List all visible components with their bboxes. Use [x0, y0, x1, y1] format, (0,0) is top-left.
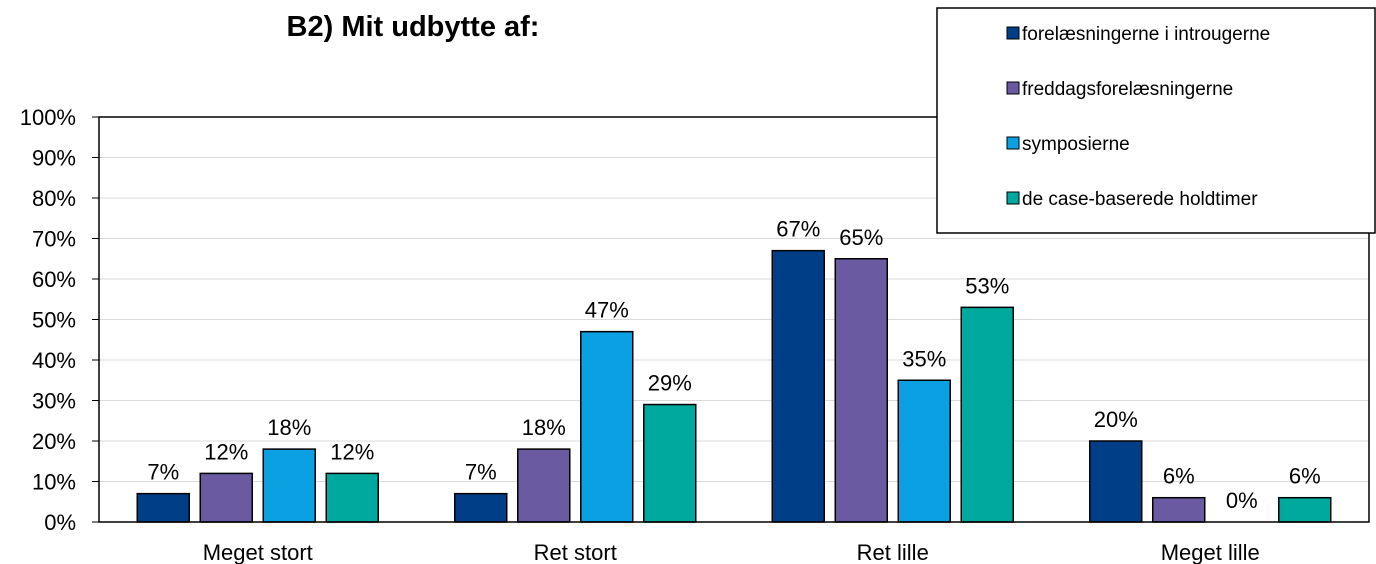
data-label: 35%: [902, 346, 946, 371]
legend-entry: freddagsforelæsningerne: [1022, 79, 1233, 100]
data-label: 47%: [585, 298, 629, 323]
bar: [136, 492, 190, 523]
data-label: 53%: [965, 273, 1009, 298]
bar: [199, 472, 253, 523]
data-label: 18%: [267, 415, 311, 440]
bar: [1152, 496, 1206, 523]
bar: [1278, 496, 1332, 523]
bar: [454, 492, 508, 523]
category-label: Meget stort: [203, 540, 313, 564]
legend-entry: symposierne: [1022, 134, 1130, 155]
bar: [517, 448, 571, 523]
gridlines: [99, 157, 1369, 482]
legend: forelæsningerne i introugerne freddagsfor…: [936, 7, 1376, 234]
y-tick-label: 100%: [20, 105, 76, 130]
legend-swatch: [1006, 26, 1020, 40]
category-label: Ret stort: [534, 540, 617, 564]
data-label: 12%: [330, 439, 374, 464]
category-label: Ret lille: [857, 540, 929, 564]
data-labels: 7% 12% 18% 12% 7% 18% 47% 29% 67% 65% 35% 53% 20% 6% 0…: [147, 217, 1320, 513]
y-tick-label: 0%: [44, 510, 76, 535]
bar: [1089, 440, 1143, 523]
data-label: 29%: [648, 371, 692, 396]
data-label: 12%: [204, 439, 248, 464]
legend-entry: forelæsningerne i introugerne: [1022, 24, 1270, 45]
bar: [580, 330, 634, 523]
y-tick-label: 90%: [32, 146, 76, 171]
y-tick-label: 20%: [32, 429, 76, 454]
bar: [834, 258, 888, 523]
bar: [771, 249, 825, 523]
data-label: 20%: [1094, 407, 1138, 432]
legend-swatch: [1006, 81, 1020, 95]
legend-swatch: [1006, 191, 1020, 205]
data-label: 18%: [522, 415, 566, 440]
y-tick-label: 60%: [32, 267, 76, 292]
bar: [960, 306, 1014, 523]
y-tick-label: 70%: [32, 227, 76, 252]
data-label: 65%: [839, 225, 883, 250]
y-tick-label: 50%: [32, 308, 76, 333]
y-tick-label: 10%: [32, 470, 76, 495]
data-label: 6%: [1289, 464, 1321, 489]
bars: [136, 249, 1332, 523]
y-tick-label: 80%: [32, 186, 76, 211]
data-label: 6%: [1163, 464, 1195, 489]
data-label: 7%: [147, 460, 179, 485]
chart-title: B2) Mit udbytte af:: [287, 11, 540, 43]
plot-area-border: [98, 116, 1370, 523]
data-label: 0%: [1226, 488, 1258, 513]
axes: 0% 10% 20% 30% 40% 50% 60% 70% 80% 90% 100% Meget s…: [20, 105, 1370, 564]
y-tick-label: 30%: [32, 389, 76, 414]
bar: [325, 472, 379, 523]
bar: [643, 403, 697, 523]
bar: [897, 379, 951, 523]
legend-entry: de case-baserede holdtimer: [1022, 189, 1258, 210]
data-label: 7%: [465, 460, 497, 485]
category-label: Meget lille: [1161, 540, 1260, 564]
bar: [262, 448, 316, 523]
legend-swatch: [1006, 136, 1020, 150]
data-label: 67%: [776, 217, 820, 242]
y-tick-label: 40%: [32, 348, 76, 373]
